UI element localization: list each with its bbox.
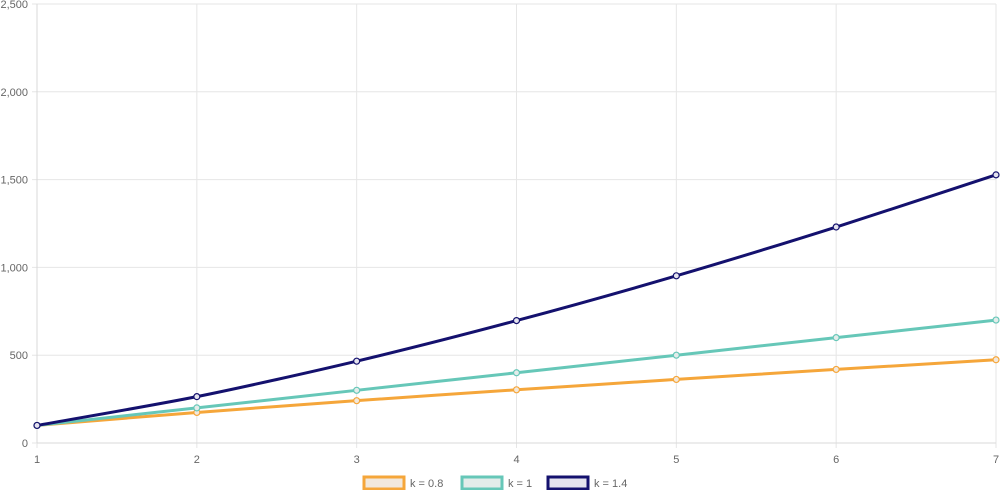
data-point	[992, 356, 1000, 364]
legend-swatch	[362, 475, 406, 490]
data-point	[992, 171, 1000, 179]
legend-label: k = 1.4	[594, 478, 627, 490]
data-point	[193, 404, 201, 412]
data-point	[193, 393, 201, 401]
legend: k = 0.8 k = 1 k = 1.4	[362, 475, 627, 490]
legend-item: k = 0.8	[362, 475, 443, 490]
series-3	[33, 171, 1000, 430]
legend-label: k = 1	[508, 478, 532, 490]
data-point	[512, 369, 521, 377]
series-lines	[33, 171, 1000, 430]
data-point	[992, 316, 1000, 324]
legend-item: k = 1.4	[546, 475, 627, 490]
y-tick-label: 1,000	[0, 262, 28, 274]
x-tick-label: 3	[354, 454, 360, 466]
grid	[32, 3, 997, 448]
x-tick-label: 2	[194, 454, 200, 466]
data-point	[672, 272, 680, 280]
data-point	[353, 386, 361, 394]
legend-label: k = 0.8	[410, 478, 443, 490]
data-point	[832, 334, 840, 342]
data-point	[832, 365, 840, 374]
data-point	[353, 397, 361, 405]
data-point	[672, 351, 680, 359]
y-tick-label: 1,500	[0, 175, 28, 187]
data-point	[512, 386, 521, 394]
data-point	[33, 421, 41, 430]
x-tick-label: 1	[34, 454, 40, 466]
data-point	[832, 223, 840, 231]
legend-swatch	[460, 475, 504, 490]
data-point	[353, 357, 361, 365]
legend-item: k = 1	[460, 475, 532, 490]
data-point	[672, 375, 680, 384]
y-tick-label: 500	[10, 350, 28, 362]
x-tick-label: 5	[673, 454, 679, 466]
x-tick-label: 7	[993, 454, 999, 466]
axes: 0 500 1,000 1,500 2,000 2,500 1 2 3 4 5 6 7	[0, 0, 999, 466]
x-tick-label: 6	[833, 454, 839, 466]
y-tick-label: 2,500	[0, 0, 28, 11]
y-tick-label: 0	[22, 438, 28, 450]
data-point	[512, 317, 521, 325]
x-tick-label: 4	[513, 454, 519, 466]
y-tick-label: 2,000	[0, 87, 28, 99]
legend-swatch	[546, 475, 590, 490]
